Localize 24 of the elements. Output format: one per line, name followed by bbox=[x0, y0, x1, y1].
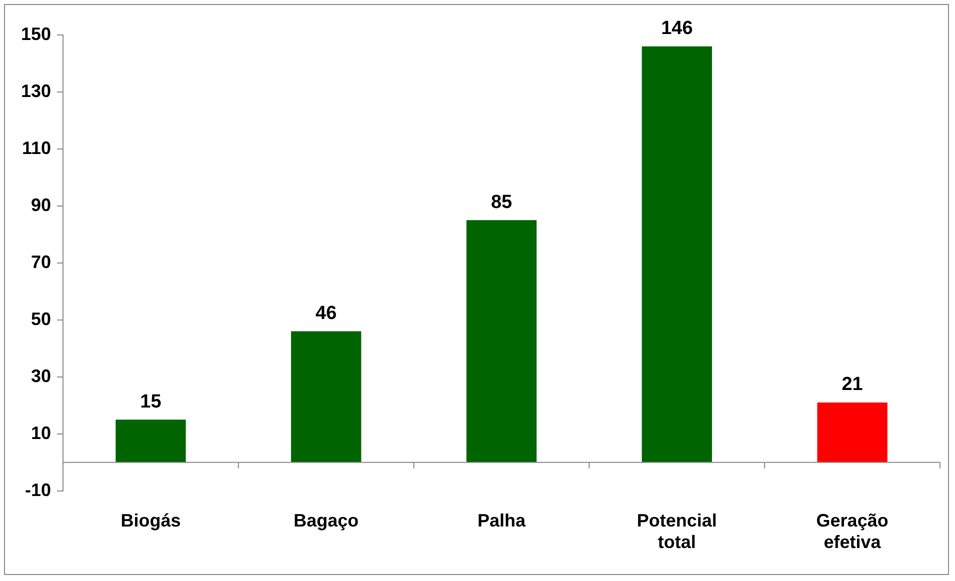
data-label: 146 bbox=[661, 18, 693, 40]
y-tick-label: -10 bbox=[25, 480, 52, 500]
data-label: 21 bbox=[842, 374, 864, 396]
x-tick-label: Geração efetiva bbox=[816, 510, 888, 552]
data-label: 15 bbox=[140, 391, 162, 412]
bar bbox=[817, 402, 888, 462]
x-tick-label: Biogás bbox=[120, 510, 181, 531]
data-label: 85 bbox=[490, 192, 513, 213]
bar bbox=[466, 220, 537, 462]
y-tick-label: 30 bbox=[31, 366, 52, 386]
x-tick-label: Potencial total bbox=[636, 510, 717, 552]
data-label: 46 bbox=[316, 303, 337, 324]
y-tick-label: 110 bbox=[22, 138, 52, 158]
y-tick-label: 130 bbox=[20, 80, 52, 101]
y-tick-label: 70 bbox=[31, 252, 52, 272]
x-tick-label: Palha bbox=[478, 510, 527, 531]
bar bbox=[116, 420, 186, 462]
bar bbox=[642, 46, 712, 462]
y-tick-label: 150 bbox=[20, 24, 52, 44]
y-tick-label: 50 bbox=[31, 308, 52, 329]
x-tick-label: Bagaço bbox=[294, 510, 359, 531]
y-tick-label: 90 bbox=[31, 194, 52, 215]
bar bbox=[291, 331, 362, 462]
y-tick-label: 10 bbox=[31, 422, 52, 443]
